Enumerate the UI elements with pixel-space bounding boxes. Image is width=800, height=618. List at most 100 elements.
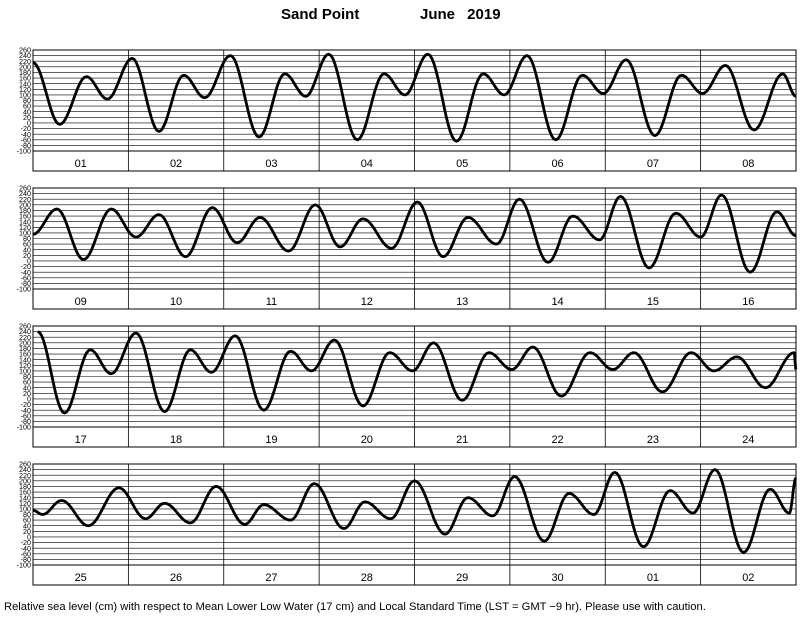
y-tick-label: -60: [21, 549, 31, 558]
day-tick-label: 01: [75, 158, 87, 170]
y-tick-label: 0: [27, 533, 31, 542]
day-tick-label: 02: [170, 158, 182, 170]
y-tick-label: -20: [21, 400, 31, 409]
y-tick-label: 40: [23, 521, 31, 530]
day-tick-label: 07: [647, 158, 659, 170]
y-tick-label: 180: [19, 482, 31, 491]
y-tick-label: -80: [21, 555, 31, 564]
y-tick-label: -60: [21, 135, 31, 144]
y-tick-label: 120: [19, 223, 31, 232]
y-tick-label: -20: [21, 124, 31, 133]
y-tick-label: 260: [19, 322, 31, 331]
y-tick-label: 80: [23, 372, 31, 381]
tide-curve: [32, 193, 797, 274]
day-tick-label: 10: [170, 296, 182, 308]
day-tick-label: 09: [75, 296, 87, 308]
day-tick-label: 19: [265, 434, 277, 446]
y-tick-label: 100: [19, 366, 31, 375]
y-tick-label: -60: [21, 411, 31, 420]
y-tick-label: 180: [19, 206, 31, 215]
y-tick-label: 240: [19, 51, 31, 60]
y-tick-label: 140: [19, 217, 31, 226]
day-tick-label: 23: [647, 434, 659, 446]
y-tick-label: 40: [23, 383, 31, 392]
y-tick-label: 120: [19, 361, 31, 370]
day-tick-label: 11: [266, 296, 277, 308]
day-tick-label: 22: [551, 434, 563, 446]
chart-title-row: Sand Point June 2019: [0, 6, 800, 28]
y-tick-label: -100: [17, 561, 31, 570]
station-title: Sand Point: [281, 6, 360, 23]
day-tick-label: 05: [456, 158, 468, 170]
day-tick-label: 17: [75, 434, 87, 446]
day-tick-label: 06: [551, 158, 563, 170]
day-tick-label: 13: [456, 296, 468, 308]
y-tick-label: 180: [19, 344, 31, 353]
day-tick-label: 04: [361, 158, 373, 170]
month-year-title: June 2019: [420, 6, 501, 23]
y-tick-label: 120: [19, 499, 31, 508]
y-tick-label: 140: [19, 79, 31, 88]
y-tick-label: 260: [19, 46, 31, 55]
y-tick-label: 260: [19, 460, 31, 469]
day-tick-label: 28: [361, 572, 373, 584]
y-tick-label: 140: [19, 493, 31, 502]
day-tick-label: 03: [265, 158, 277, 170]
y-tick-label: 240: [19, 189, 31, 198]
day-tick-label: 26: [170, 572, 182, 584]
y-tick-label: -100: [17, 423, 31, 432]
day-tick-label: 12: [361, 296, 373, 308]
y-tick-label: -20: [21, 262, 31, 271]
day-tick-label: 01: [647, 572, 659, 584]
y-tick-label: 0: [27, 395, 31, 404]
y-tick-label: 60: [23, 516, 31, 525]
y-tick-label: 220: [19, 57, 31, 66]
y-tick-label: 100: [19, 228, 31, 237]
day-tick-label: 25: [75, 572, 87, 584]
y-tick-label: 80: [23, 96, 31, 105]
y-tick-label: -40: [21, 268, 31, 277]
y-tick-label: 100: [19, 504, 31, 513]
y-tick-label: -20: [21, 538, 31, 547]
tide-curve: [32, 468, 797, 554]
y-tick-label: -80: [21, 417, 31, 426]
y-tick-label: -40: [21, 544, 31, 553]
y-tick-label: 200: [19, 338, 31, 347]
day-tick-label: 15: [647, 296, 659, 308]
y-tick-label: 60: [23, 240, 31, 249]
y-tick-label: 160: [19, 74, 31, 83]
y-tick-label: -40: [21, 406, 31, 415]
day-tick-label: 08: [742, 158, 754, 170]
tide-curve: [32, 52, 797, 143]
y-tick-label: 40: [23, 245, 31, 254]
tide-chart: 260240220200180160140120100806040200-20-…: [17, 46, 798, 586]
y-tick-label: 60: [23, 378, 31, 387]
y-tick-label: 200: [19, 200, 31, 209]
y-tick-label: 0: [27, 257, 31, 266]
day-tick-label: 30: [551, 572, 563, 584]
y-tick-label: 260: [19, 184, 31, 193]
day-tick-label: 21: [456, 434, 468, 446]
day-tick-label: 29: [456, 572, 468, 584]
y-tick-label: 60: [23, 102, 31, 111]
y-tick-label: -80: [21, 279, 31, 288]
y-tick-label: -40: [21, 130, 31, 139]
y-tick-label: 240: [19, 327, 31, 336]
y-tick-label: -100: [17, 147, 31, 156]
tide-curve: [37, 330, 798, 415]
y-tick-label: 80: [23, 510, 31, 519]
y-tick-label: 20: [23, 389, 31, 398]
y-tick-label: 40: [23, 107, 31, 116]
y-tick-label: 220: [19, 471, 31, 480]
day-tick-label: 18: [170, 434, 182, 446]
day-tick-label: 14: [551, 296, 563, 308]
y-tick-label: -80: [21, 141, 31, 150]
y-tick-label: 160: [19, 488, 31, 497]
y-tick-label: 200: [19, 476, 31, 485]
y-tick-label: 80: [23, 234, 31, 243]
y-tick-label: 180: [19, 68, 31, 77]
day-tick-label: 20: [361, 434, 373, 446]
y-tick-label: 0: [27, 119, 31, 128]
y-tick-label: -60: [21, 273, 31, 282]
y-tick-label: 140: [19, 355, 31, 364]
